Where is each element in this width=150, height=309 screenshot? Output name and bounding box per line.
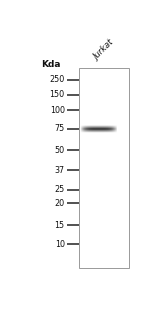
Text: 100: 100 — [50, 106, 65, 115]
FancyBboxPatch shape — [79, 68, 129, 268]
Text: 25: 25 — [54, 185, 65, 194]
Text: 10: 10 — [55, 239, 65, 248]
Text: 15: 15 — [55, 221, 65, 230]
Text: 250: 250 — [49, 75, 65, 84]
Text: 50: 50 — [55, 146, 65, 155]
Text: 20: 20 — [55, 199, 65, 208]
Text: Jurkat: Jurkat — [92, 38, 116, 62]
Text: 75: 75 — [54, 125, 65, 133]
Text: 150: 150 — [50, 90, 65, 99]
Text: 37: 37 — [55, 166, 65, 175]
Text: Kda: Kda — [41, 60, 61, 69]
